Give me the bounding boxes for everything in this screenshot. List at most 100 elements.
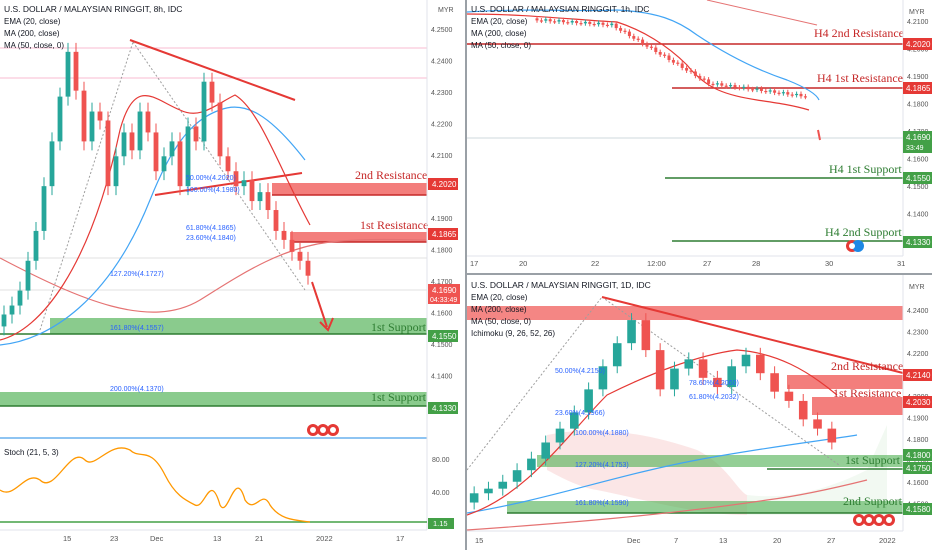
candle — [17, 290, 23, 306]
price-tick: 4.1600 — [431, 311, 453, 318]
svg-text:200.00%(4.1370): 200.00%(4.1370) — [110, 386, 164, 393]
candle — [658, 51, 662, 55]
candle — [566, 22, 570, 24]
candle — [698, 359, 708, 378]
label-1st-resistance: 1st Resistance — [360, 218, 428, 232]
label-h4-1st-resistance: H4 1st Resistance — [817, 71, 903, 85]
candle — [113, 156, 119, 187]
candle — [97, 111, 103, 121]
svg-text:23.60%(4.1840): 23.60%(4.1840) — [186, 235, 236, 242]
candle — [759, 88, 763, 91]
time-axis-8h: 15 23 Dec 13 21 2022 17 — [0, 529, 427, 543]
trendline-upper — [129, 39, 296, 101]
time-axis-1d: 15 Dec 7 13 20 27 2022 — [467, 530, 903, 545]
price-tick: 4.2200 — [431, 122, 453, 129]
support-zone-2 — [0, 392, 427, 406]
candle — [33, 230, 39, 261]
price-tick: 4.2500 — [431, 27, 453, 34]
candle — [641, 320, 651, 351]
candle — [257, 192, 263, 202]
candle — [729, 85, 733, 87]
svg-text:4.1580: 4.1580 — [906, 505, 931, 514]
candle — [570, 20, 574, 23]
candle — [803, 96, 807, 98]
candle — [741, 354, 751, 367]
candle — [751, 89, 755, 91]
candle — [655, 350, 665, 390]
candle — [671, 59, 675, 63]
candle — [667, 55, 671, 60]
label-1st-support-b: 1st Support — [371, 390, 427, 404]
candle — [773, 90, 777, 93]
svg-text:17: 17 — [396, 534, 404, 543]
price-tick: 4.1600 — [907, 157, 929, 164]
indicator-ema: EMA (20, close) — [4, 17, 61, 26]
candle — [713, 377, 722, 388]
svg-text:4.2020: 4.2020 — [432, 180, 457, 189]
resistance-zone-1 — [290, 232, 427, 242]
svg-text:4.2140: 4.2140 — [906, 371, 931, 380]
candle — [137, 111, 143, 151]
candle — [193, 126, 199, 142]
time-axis-1h: 17 20 22 12:00 27 28 30 31 — [467, 255, 905, 268]
price-tick: 4.1900 — [907, 416, 929, 423]
svg-text:15: 15 — [475, 536, 483, 545]
candle — [544, 19, 548, 21]
candle — [153, 132, 159, 172]
svg-text:30: 30 — [825, 259, 833, 268]
candle — [770, 373, 779, 392]
price-tick: 4.2400 — [431, 59, 453, 66]
candle — [627, 320, 636, 344]
svg-text:50.00%(4.2020): 50.00%(4.2020) — [186, 175, 236, 182]
chart-panel-1h[interactable]: U.S. DOLLAR / MALAYSIAN RINGGIT, 1h, IDC… — [467, 0, 932, 273]
candle — [209, 81, 215, 103]
candle — [592, 23, 596, 26]
svg-text:28: 28 — [752, 259, 760, 268]
svg-text:MYR: MYR — [438, 7, 454, 14]
candle — [777, 92, 781, 94]
event-flags-icon — [307, 424, 339, 436]
candle — [89, 111, 95, 142]
candles-1d — [469, 313, 837, 510]
resistance-zone-2 — [272, 183, 427, 195]
candle — [588, 21, 592, 24]
candle — [724, 85, 728, 87]
svg-text:161.80%(4.1557): 161.80%(4.1557) — [110, 325, 164, 332]
indicator-ma50: MA (50, close, 0) — [4, 41, 64, 50]
label-1d-1st-resistance: 1st Resistance — [833, 386, 901, 400]
candle — [249, 180, 255, 202]
svg-text:50.00%(4.2150): 50.00%(4.2150) — [555, 368, 605, 375]
candle — [707, 79, 711, 84]
chart-panel-8h[interactable]: U.S. DOLLAR / MALAYSIAN RINGGIT, 8h, IDC… — [0, 0, 465, 550]
candle — [561, 20, 565, 23]
candle — [265, 192, 271, 211]
svg-text:4.1330: 4.1330 — [432, 404, 457, 413]
label-h4-1st-support: H4 1st Support — [829, 162, 902, 176]
candle — [1, 314, 7, 327]
svg-text:33:49: 33:49 — [906, 145, 924, 152]
svg-text:7: 7 — [674, 536, 678, 545]
chart-panel-1d[interactable]: U.S. DOLLAR / MALAYSIAN RINGGIT, 1D, IDC… — [467, 275, 932, 550]
candle — [121, 132, 127, 157]
svg-text:20: 20 — [519, 259, 527, 268]
label-1st-support: 1st Support — [371, 320, 427, 334]
candle — [813, 419, 822, 429]
candle — [9, 305, 15, 315]
candle — [680, 63, 684, 68]
candle — [41, 186, 47, 231]
price-tick: 4.2300 — [431, 90, 453, 97]
candle — [784, 391, 794, 401]
candle — [201, 81, 207, 142]
svg-text:161.80%(4.1590): 161.80%(4.1590) — [575, 500, 629, 507]
price-axis-1d: MYR 4.24004.23004.22004.21004.20004.1900… — [902, 275, 932, 531]
candle — [548, 19, 552, 22]
svg-text:17: 17 — [470, 259, 478, 268]
label-2nd-resistance: 2nd Resistance — [355, 168, 427, 182]
svg-text:100.00%(4.1980): 100.00%(4.1980) — [186, 187, 240, 194]
candle — [663, 54, 667, 56]
candle — [241, 180, 247, 187]
candle — [553, 21, 557, 23]
svg-text:61.80%(4.1865): 61.80%(4.1865) — [186, 225, 236, 232]
candle — [649, 46, 653, 48]
candle — [605, 24, 609, 27]
